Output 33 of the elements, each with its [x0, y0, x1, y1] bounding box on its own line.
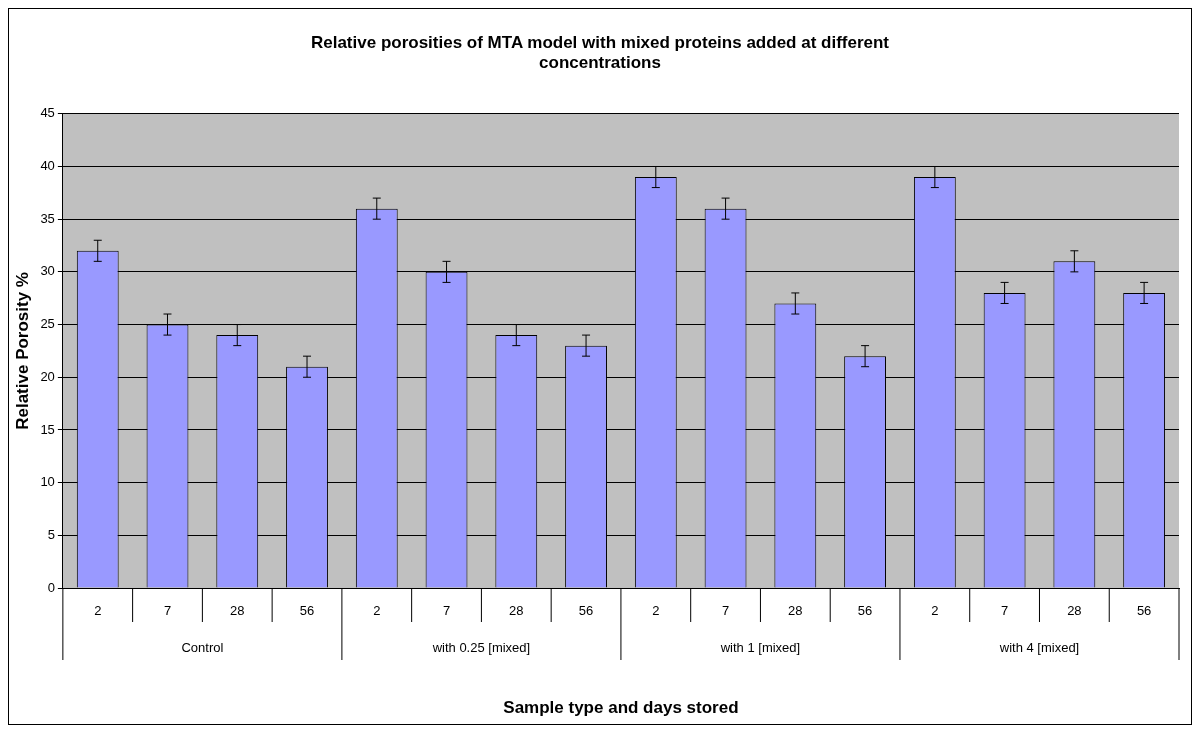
- x-tick-label: 56: [1136, 603, 1152, 619]
- y-tick-label: 10: [40, 474, 55, 490]
- y-tick-label: 20: [40, 368, 55, 384]
- y-axis-title: Relative Porosity %: [12, 272, 32, 430]
- y-tick-label: 25: [40, 316, 55, 332]
- y-tick-label: 0: [47, 579, 55, 595]
- x-tick-label: 2: [94, 603, 102, 619]
- x-tick-label: 28: [509, 603, 524, 619]
- x-tick-label: 56: [578, 603, 594, 619]
- x-tick-label: 7: [163, 603, 172, 619]
- x-tick-label: 2: [373, 603, 381, 619]
- y-tick-label: 30: [40, 263, 55, 279]
- text: with 0.25 [mixed]: [431, 639, 531, 655]
- y-tick-label: 45: [40, 105, 55, 121]
- x-tick-label: 28: [788, 603, 803, 619]
- x-tick-label: 2: [652, 603, 660, 619]
- x-tick-label: 7: [721, 603, 730, 619]
- chart-title: Relative porosities of MTA model with mixed proteins added at different concentrations: [309, 32, 891, 74]
- x-tick-label: 56: [299, 603, 315, 619]
- x-tick-label: 56: [857, 603, 873, 619]
- y-tick-label: 40: [40, 158, 55, 174]
- text: Control: [181, 639, 224, 655]
- y-tick-label: 35: [40, 210, 55, 226]
- y-tick-label: 5: [47, 526, 55, 542]
- x-tick-label: 7: [442, 603, 451, 619]
- x-tick-label: 28: [1067, 603, 1082, 619]
- x-tick-label: 2: [931, 603, 939, 619]
- x-axis-title: Sample type and days stored: [503, 698, 739, 718]
- y-tick-label: 15: [40, 421, 55, 437]
- x-tick-label: 7: [1000, 603, 1009, 619]
- text: with 4 [mixed]: [998, 639, 1080, 655]
- text: with 1 [mixed]: [719, 639, 801, 655]
- x-tick-label: 28: [230, 603, 245, 619]
